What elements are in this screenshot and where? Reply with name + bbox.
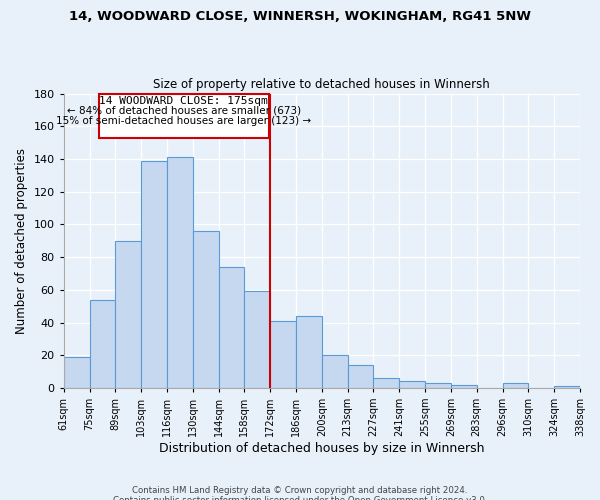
Bar (399, 382, 425, 388)
Text: 15% of semi-detached houses are larger (123) →: 15% of semi-detached houses are larger (… (56, 116, 311, 126)
Bar (167, 158, 193, 388)
Y-axis label: Number of detached properties: Number of detached properties (15, 148, 28, 334)
Bar (244, 292, 270, 388)
Bar (141, 160, 167, 388)
Bar (425, 383, 451, 388)
Bar (322, 355, 347, 388)
Bar (554, 386, 580, 388)
Bar (64, 357, 89, 388)
Bar (296, 316, 322, 388)
Bar (193, 231, 218, 388)
Bar (503, 383, 529, 388)
Bar (373, 378, 399, 388)
Bar (270, 321, 296, 388)
Title: Size of property relative to detached houses in Winnersh: Size of property relative to detached ho… (154, 78, 490, 91)
Text: 14 WOODWARD CLOSE: 175sqm: 14 WOODWARD CLOSE: 175sqm (100, 96, 268, 106)
Text: Contains public sector information licensed under the Open Government Licence v3: Contains public sector information licen… (113, 496, 487, 500)
Bar (451, 384, 477, 388)
Text: ← 84% of detached houses are smaller (673): ← 84% of detached houses are smaller (67… (67, 106, 301, 116)
Bar (115, 240, 141, 388)
FancyBboxPatch shape (98, 94, 269, 138)
X-axis label: Distribution of detached houses by size in Winnersh: Distribution of detached houses by size … (159, 442, 485, 455)
Text: Contains HM Land Registry data © Crown copyright and database right 2024.: Contains HM Land Registry data © Crown c… (132, 486, 468, 495)
Text: 14, WOODWARD CLOSE, WINNERSH, WOKINGHAM, RG41 5NW: 14, WOODWARD CLOSE, WINNERSH, WOKINGHAM,… (69, 10, 531, 23)
Bar (347, 365, 373, 388)
Bar (89, 300, 115, 388)
Bar (218, 267, 244, 388)
